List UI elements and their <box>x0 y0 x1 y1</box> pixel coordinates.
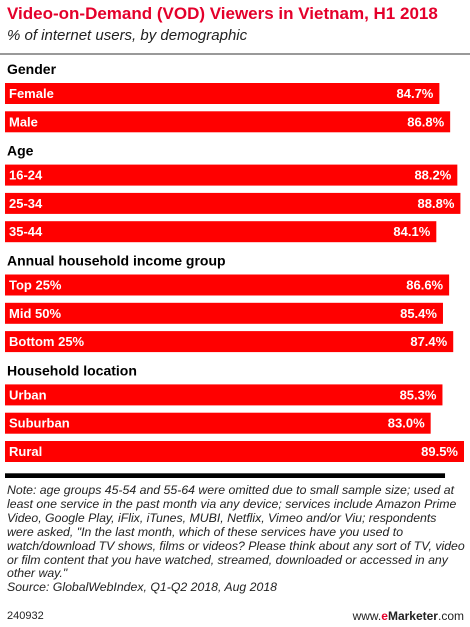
group-3-row-0-label: Urban <box>9 387 47 402</box>
group-1-row-0-label: 16-24 <box>9 168 43 183</box>
brand-suffix: .com <box>437 609 464 623</box>
group-3-row-1-label: Suburban <box>9 416 70 431</box>
brand-www: www. <box>352 609 382 623</box>
source-text: Source: GlobalWebIndex, Q1-Q2 2018, Aug … <box>7 580 278 595</box>
group-2-row-1-value: 85.4% <box>400 306 437 321</box>
group-1-row-2-bar <box>5 221 437 243</box>
group-1-row-2-label: 35-44 <box>9 224 43 239</box>
group-0-row-0-bar <box>5 83 440 104</box>
group-2-row-1-bar <box>5 302 443 324</box>
group-header-2: Annual household income group <box>7 253 226 269</box>
group-2-row-2-label: Bottom 25% <box>9 334 85 349</box>
group-3-row-1-bar <box>5 412 431 434</box>
brand-e: e <box>381 609 388 623</box>
group-3-row-2-label: Rural <box>9 444 42 459</box>
group-2-row-0-label: Top 25% <box>9 278 62 293</box>
group-1-row-0-value: 88.2% <box>414 168 451 183</box>
total-row-value: 85.8% <box>402 476 439 478</box>
group-2-row-0-value: 86.6% <box>406 278 443 293</box>
group-0-row-1-value: 86.8% <box>407 114 444 129</box>
group-0-row-1-bar <box>5 111 451 133</box>
top-divider <box>0 53 470 55</box>
group-0-row-0-label: Female <box>9 86 54 101</box>
chart-subtitle: % of internet users, by demographic <box>7 27 248 44</box>
group-1-row-1-label: 25-34 <box>9 196 43 211</box>
chart-notes: Note: age groups 45-54 and 55-64 were om… <box>7 483 465 595</box>
group-1-row-1-value: 88.8% <box>418 196 455 211</box>
chart-id: 240932 <box>7 610 44 622</box>
total-row-label: Total <box>9 476 39 478</box>
group-2-row-1-label: Mid 50% <box>9 306 61 321</box>
chart-title: Video-on-Demand (VOD) Viewers in Vietnam… <box>7 4 438 23</box>
group-header-3: Household location <box>7 362 137 378</box>
group-2-row-2-bar <box>5 331 454 353</box>
group-3-row-2-bar <box>5 441 464 462</box>
total-row-bar <box>5 473 446 478</box>
group-0-row-0-value: 84.7% <box>397 86 434 101</box>
bar-chart: Gender Female 84.7% Male 86.8% Age 16-24 88.2% 2… <box>5 61 464 478</box>
group-2-row-0-bar <box>5 274 450 296</box>
group-1-row-0-bar <box>5 164 458 186</box>
brand-name: Marketer <box>387 609 438 623</box>
group-3-row-2-value: 89.5% <box>421 444 458 459</box>
group-2-row-2-value: 87.4% <box>410 334 447 349</box>
group-header-0: Gender <box>7 61 57 77</box>
group-header-1: Age <box>7 143 34 159</box>
emarketer-logo: www.eMarketer.com <box>353 609 464 623</box>
group-1-row-1-bar <box>5 192 461 214</box>
group-0-row-1-label: Male <box>9 114 38 129</box>
group-3-row-1-value: 83.0% <box>388 416 425 431</box>
group-1-row-2-value: 84.1% <box>393 224 430 239</box>
group-3-row-0-bar <box>5 384 443 406</box>
note-text: Note: age groups 45-54 and 55-64 were om… <box>7 483 465 581</box>
group-3-row-0-value: 85.3% <box>400 387 437 402</box>
